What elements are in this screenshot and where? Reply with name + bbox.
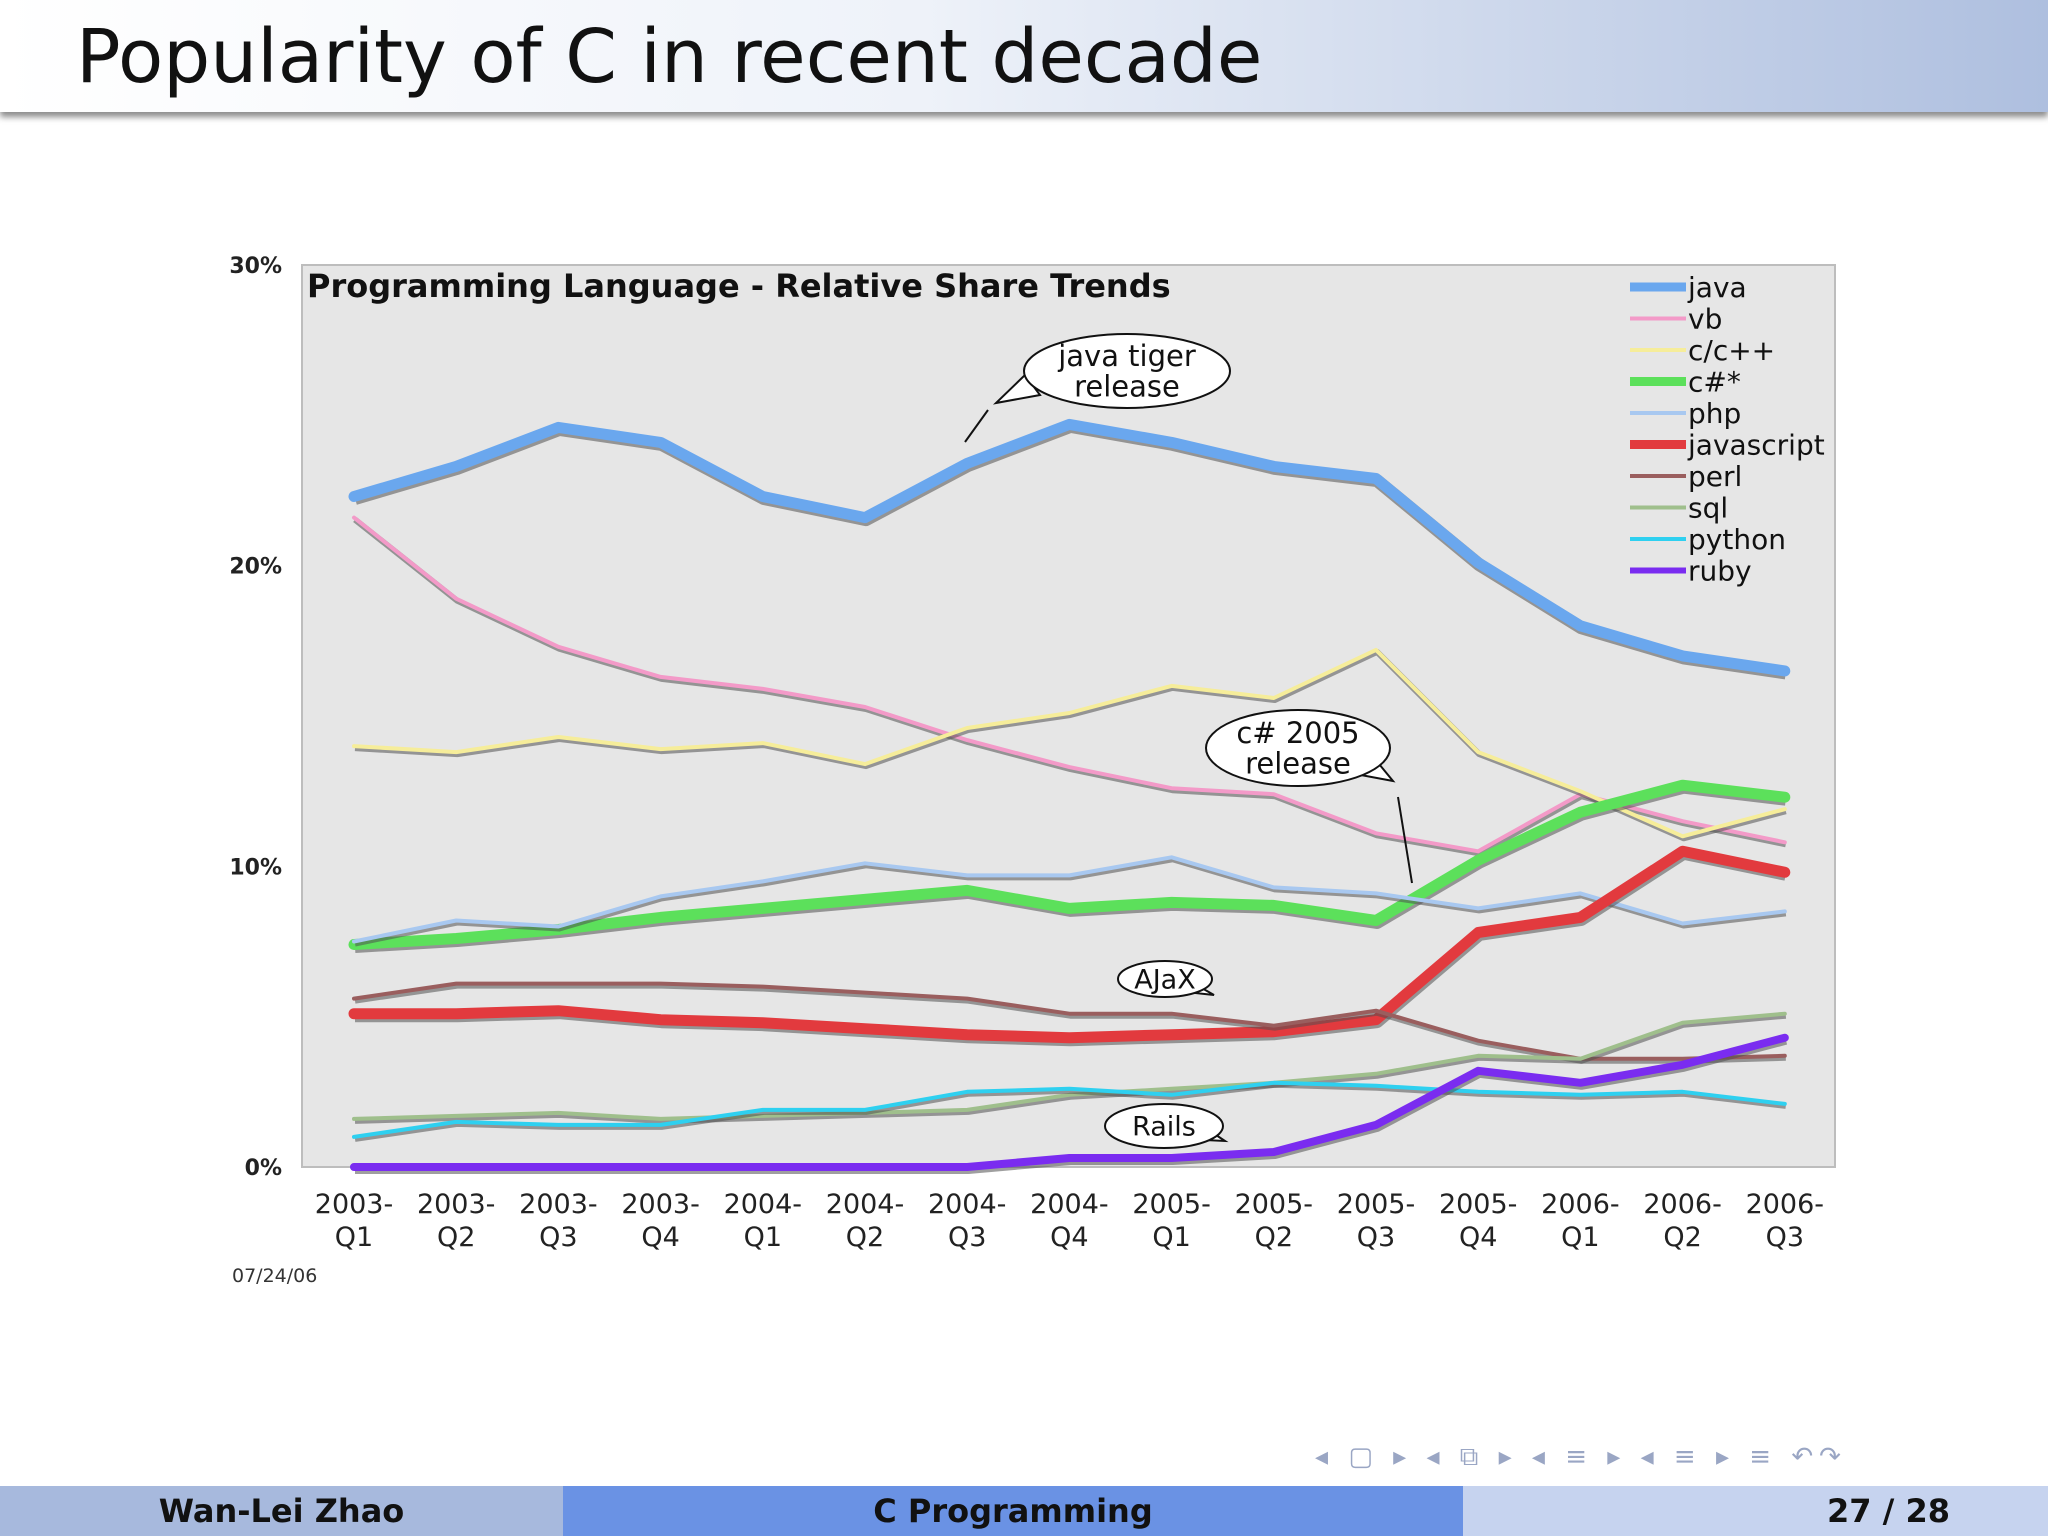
x-tick-label: 2004-: [1030, 1189, 1108, 1220]
annotation-csharp-2005-pointer: [1397, 796, 1413, 884]
slide-title: Popularity of C in recent decade: [76, 14, 1263, 100]
x-tick-label: Q3: [948, 1222, 986, 1253]
x-tick-label: Q2: [1255, 1222, 1293, 1253]
series-line-vb: [352, 515, 1787, 854]
legend-label-ruby: ruby: [1688, 555, 1752, 588]
x-tick-label: Q2: [846, 1222, 884, 1253]
x-tick-label: Q4: [641, 1222, 679, 1253]
x-tick-label: 2003-: [417, 1189, 495, 1220]
series-line-perl: [352, 981, 1787, 1061]
y-tick-label: 20%: [229, 555, 282, 580]
x-tick-label: 2004-: [928, 1189, 1006, 1220]
x-tick-label: 2004-: [724, 1189, 802, 1220]
series-line-java: [348, 418, 1791, 677]
annotation-java-tiger-pointer: [964, 409, 989, 443]
x-tick-label: 2004-: [826, 1189, 904, 1220]
x-tick-label: Q2: [437, 1222, 475, 1253]
callout-bubble: [1104, 1103, 1224, 1149]
y-tick-label: 0%: [245, 1156, 282, 1181]
x-tick-label: Q1: [744, 1222, 782, 1253]
callout-bubble: [1205, 709, 1391, 787]
footer-page-number: 27 / 28: [1463, 1486, 2048, 1536]
footer-author: Wan-Lei Zhao: [0, 1486, 563, 1536]
line-chart: 0%10%20%30%2003-Q12003-Q22003-Q32003-Q42…: [229, 254, 1836, 1287]
legend-label-java: java: [1687, 271, 1747, 304]
x-tick-label: 2005-: [1132, 1189, 1210, 1220]
legend-label-python: python: [1688, 523, 1786, 556]
legend-label-php: php: [1688, 397, 1741, 430]
series-line-sql: [352, 1011, 1787, 1121]
legend-label-c#*: c#*: [1688, 366, 1741, 399]
x-tick-label: 2003-: [621, 1189, 699, 1220]
x-tick-label: 2006-: [1541, 1189, 1619, 1220]
series-line-c/c++: [352, 647, 1787, 839]
callout-text: AJaX: [1134, 964, 1195, 995]
chart-date-note: 07/24/06: [232, 1265, 317, 1287]
callout-text: release: [1245, 746, 1351, 780]
footer-course: C Programming: [563, 1486, 1463, 1536]
callout-text: release: [1074, 369, 1180, 403]
x-tick-label: 2006-: [1746, 1189, 1824, 1220]
x-tick-label: 2005-: [1337, 1189, 1415, 1220]
callout-text: java tiger: [1057, 339, 1196, 373]
slide-footer: Wan-Lei Zhao C Programming 27 / 28: [0, 1486, 2048, 1536]
series-line-php: [352, 855, 1787, 944]
page-number-text: 27 / 28: [1826, 1492, 1950, 1530]
series-line-ruby: [350, 1033, 1789, 1171]
x-tick-label: 2003-: [519, 1189, 597, 1220]
chart-title: Programming Language - Relative Share Tr…: [307, 267, 1171, 305]
series-shadow-php: [354, 856, 1787, 947]
x-tick-label: Q1: [1152, 1222, 1190, 1253]
x-tick-label: Q1: [335, 1222, 373, 1253]
x-tick-label: Q3: [1766, 1222, 1804, 1253]
x-tick-label: Q4: [1459, 1222, 1497, 1253]
annotation-ajax: AJaX: [1117, 960, 1215, 998]
x-tick-label: Q2: [1663, 1222, 1701, 1253]
callout-bubble: [1117, 960, 1213, 998]
callout-bubble: [1023, 333, 1231, 409]
beamer-navigation-icons[interactable]: ◂ ▢ ▸ ◂ ⧉ ▸ ◂ ≡ ▸ ◂ ≡ ▸ ≡ ↶↷: [1315, 1442, 1847, 1472]
x-tick-label: Q3: [539, 1222, 577, 1253]
x-tick-label: Q1: [1561, 1222, 1599, 1253]
x-tick-label: 2006-: [1643, 1189, 1721, 1220]
x-tick-label: 2005-: [1235, 1189, 1313, 1220]
chart-area: 0% 10% 20% 30% 2003- Q1 2003- Q2 2003- Q3 2003- Q4 2…: [210, 225, 1850, 1305]
x-tick-label: Q3: [1357, 1222, 1395, 1253]
slide-title-bar: Popularity of C in recent decade: [0, 0, 2048, 112]
legend-label-javascript: javascript: [1687, 429, 1825, 462]
y-tick-label: 10%: [229, 855, 282, 880]
legend-label-vb: vb: [1688, 303, 1722, 336]
x-tick-label: 2005-: [1439, 1189, 1517, 1220]
series-line-javascript: [348, 845, 1791, 1044]
series-line-c#*: [348, 779, 1791, 950]
annotation-rails: Rails: [1104, 1103, 1229, 1149]
y-tick-label: 30%: [229, 254, 282, 279]
legend-label-perl: perl: [1688, 460, 1742, 493]
callout-text: Rails: [1132, 1111, 1196, 1142]
x-tick-label: Q4: [1050, 1222, 1088, 1253]
series-line-python: [352, 1080, 1787, 1139]
legend-label-sql: sql: [1688, 492, 1728, 525]
x-tick-label: 2003-: [315, 1189, 393, 1220]
legend-label-c/c++: c/c++: [1688, 334, 1775, 367]
callout-text: c# 2005: [1236, 716, 1359, 750]
